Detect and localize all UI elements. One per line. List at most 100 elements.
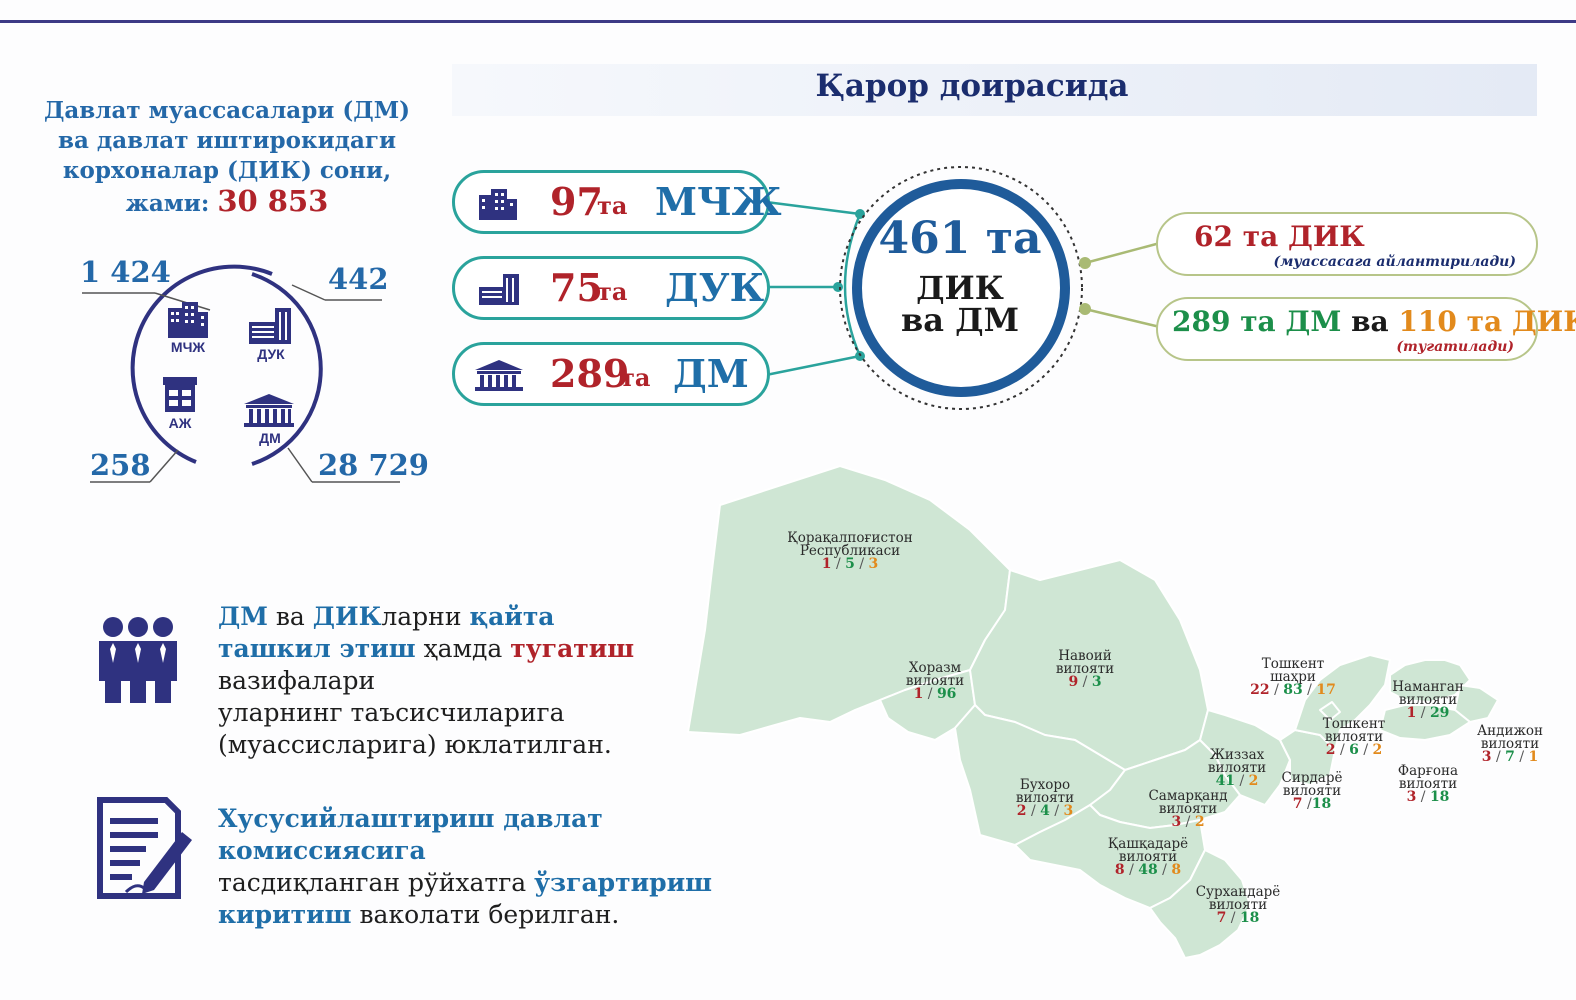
map-label-surkhandarya: Сурхандарё вилояти 7 / 18	[1190, 884, 1286, 926]
ring-arc-right	[251, 272, 323, 466]
region-fergana	[1379, 704, 1471, 741]
region-count-a: 3	[1481, 749, 1492, 765]
region-type: Республикаси	[799, 543, 901, 559]
region-count-c: 1	[1528, 749, 1539, 765]
pill-dm: 289 та ДМ	[452, 342, 770, 406]
intro-line-1: Давлат муассасалари (ДМ)	[43, 97, 411, 124]
pill-connectors	[765, 200, 865, 377]
region-name: Бухоро	[1019, 777, 1071, 793]
region-count-b: 83	[1283, 682, 1303, 698]
region-name: Навоий	[1058, 648, 1112, 664]
region-count-a: 8	[1114, 862, 1125, 878]
office-building-icon	[479, 189, 517, 220]
region-count-a: 1	[821, 556, 832, 572]
map-label-syrdarya: Сирдарё вилояти 7 /18	[1272, 770, 1352, 812]
summary-count: 461 та	[878, 213, 1042, 264]
info1-liquidate: тугатиш	[510, 634, 635, 663]
region-count-b: 6	[1349, 742, 1359, 758]
region-type: вилояти	[1158, 801, 1218, 817]
region-name: Сирдарё	[1281, 770, 1343, 786]
region-count-b: 18	[1429, 789, 1450, 805]
summary-caption: ДИК ва ДМ	[860, 272, 1060, 336]
pill-dm-number: 289	[550, 351, 630, 396]
info-reorganization: ДМ ва ДИКларни қайта ташкил этиш ҳамда т…	[218, 601, 658, 761]
info1-dik: ДИК	[312, 602, 382, 631]
ring-arc-left	[130, 264, 273, 464]
map-label-jizzakh: Жиззах вилояти 41 / 2	[1195, 747, 1279, 788]
outcome-liquidate-note: (тугатилади)	[1396, 339, 1514, 355]
region-name: Тошкент	[1261, 656, 1325, 672]
info-commission: Хусусийлаштириш давлат комиссиясига тасд…	[218, 803, 778, 931]
info2-changes: ўзгартириш	[534, 868, 713, 897]
government-building-icon	[475, 360, 523, 391]
map-label-samarkand: Самарқанд вилояти 3 / 2	[1140, 789, 1236, 830]
region-name: Жиззах	[1209, 747, 1265, 763]
page-title: Қарор доирасида	[815, 68, 1129, 104]
region-tashkent-city	[1319, 701, 1341, 721]
pill-mchzh-ta: та	[597, 191, 628, 220]
liquidate-and: ва	[1351, 305, 1389, 338]
region-count-a: 1	[1406, 705, 1417, 721]
region-name: Тошкент	[1322, 716, 1386, 732]
region-count-b: 2	[1194, 814, 1205, 830]
intro-total: жами: 30 853	[42, 186, 412, 219]
factory-building-icon	[479, 274, 519, 305]
map-label-tashkent-city: Тошкент шаҳри 22 / 83 / 17	[1248, 656, 1338, 698]
map-label-andijan: Андижон вилояти 3 / 7 / 1	[1470, 724, 1550, 765]
region-count-a: 2	[1016, 803, 1027, 819]
region-count-c: 3	[868, 556, 879, 572]
top-divider-line	[0, 20, 1576, 23]
region-name: Қорақалпоғистон	[787, 530, 913, 546]
info1-line3: уларнинг таъсисчиларига	[218, 698, 565, 727]
pill-duk-number: 75	[550, 265, 603, 310]
region-count-a: 3	[1406, 789, 1417, 805]
government-building-icon	[244, 394, 294, 427]
info1-line1: ДМ ва ДИКларни қайта ташкил этиш ҳамда т…	[218, 601, 658, 697]
region-name: Наманган	[1392, 679, 1464, 695]
region-count-b: 48	[1138, 862, 1158, 878]
region-count-a: 3	[1171, 814, 1182, 830]
region-type: вилояти	[1282, 783, 1342, 799]
map-label-karakalpakstan: Қорақалпоғистон Республикаси 1 / 5 / 3	[765, 530, 935, 572]
region-count-b: 7	[1505, 749, 1515, 765]
breakdown-ring	[82, 264, 400, 483]
outcome-liquidate-text: 289 та ДМ ва 110 та ДИК	[1172, 305, 1576, 338]
region-count-a: 1	[913, 686, 924, 702]
stat-duk-value: 442	[328, 262, 389, 296]
region-count-b: 18	[1239, 910, 1260, 926]
ring-label-duk: ДУК	[257, 346, 285, 362]
liquidate-dm: 289 та ДМ	[1172, 305, 1342, 338]
region-name: Сурхандарё	[1195, 884, 1281, 900]
stat-mchzh-value: 1 424	[80, 255, 171, 289]
shop-building-icon	[163, 377, 197, 412]
summary-caption-line-2: ва ДМ	[901, 301, 1019, 339]
region-name: Фарғона	[1397, 763, 1459, 779]
region-name: Қашқадарё	[1107, 836, 1189, 852]
office-building-icon	[168, 302, 208, 338]
map-label-navoi: Навоий вилояти 9 / 3	[1040, 648, 1130, 689]
region-count-c: 3	[1063, 803, 1074, 819]
info1-as-well: ҳамда	[423, 634, 503, 663]
region-tashkent	[1294, 654, 1391, 751]
region-type: вилояти	[1324, 729, 1384, 745]
region-count-b: 18	[1311, 796, 1332, 812]
stat-dm-value: 28 729	[318, 448, 429, 482]
pill-dm-code: ДМ	[673, 351, 749, 396]
ring-label-azh: АЖ	[168, 415, 192, 431]
ring-label-mchzh: МЧЖ	[170, 339, 206, 355]
map-label-bukhara: Бухоро вилояти 2 / 4 / 3	[1000, 777, 1090, 819]
map-label-fergana: Фарғона вилояти 3 / 18	[1386, 763, 1470, 805]
region-surkhandarya	[1149, 849, 1251, 959]
region-count-b: 5	[845, 556, 855, 572]
info1-tasks: вазифалари	[218, 666, 376, 695]
region-count-a: 22	[1250, 682, 1270, 698]
intro-line-2: ва давлат иштирокидаги	[57, 127, 397, 154]
pill-duk-code: ДУК	[665, 265, 765, 310]
info2-approved-list: тасдиқланган рўйхатга	[218, 868, 527, 897]
info1-reorganize: қайта ташкил этиш	[218, 602, 555, 663]
map-label-khorezm: Хоразм вилояти 1 / 96	[890, 661, 980, 702]
total-label: жами:	[125, 190, 210, 217]
region-type: вилояти	[1207, 760, 1267, 776]
liquidate-dik: 110 та ДИК	[1398, 305, 1576, 338]
pill-mchzh: 97 та МЧЖ	[452, 170, 782, 234]
